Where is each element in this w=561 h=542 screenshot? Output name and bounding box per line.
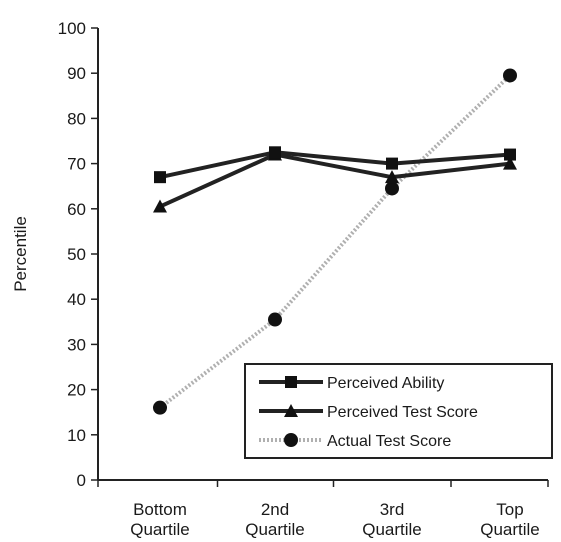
legend-entry-perceived-ability: Perceived Ability (259, 375, 444, 392)
data-point-perceived-test-score (385, 170, 399, 184)
y-tick-label: 50 (67, 245, 86, 264)
y-tick-label: 90 (67, 64, 86, 83)
y-tick-label: 70 (67, 155, 86, 174)
data-point-actual-test-score (153, 400, 167, 415)
legend-label: Perceived Ability (327, 375, 444, 392)
y-axis-title: Percentile (11, 216, 30, 292)
legend-entry-perceived-test-score: Perceived Test Score (259, 404, 478, 421)
x-tick-label: Bottom Quartile (130, 500, 190, 539)
x-tick-label: 2nd Quartile (245, 500, 305, 539)
data-point-perceived-ability (386, 157, 398, 170)
series-perceived-ability (154, 146, 516, 184)
data-point-actual-test-score (503, 68, 517, 83)
y-tick-label: 30 (67, 335, 86, 354)
data-point-perceived-ability (504, 148, 516, 161)
data-point-actual-test-score (385, 181, 399, 196)
y-axis-ticks: 0 10 20 30 40 50 60 70 80 90 100 (58, 19, 98, 490)
series-line-actual-test-score (158, 74, 512, 410)
data-point-perceived-test-score (503, 156, 517, 170)
y-tick-label: 0 (77, 471, 86, 490)
x-tick-label: Top Quartile (480, 500, 540, 539)
data-point-perceived-ability (154, 171, 166, 184)
legend-label: Perceived Test Score (327, 404, 478, 421)
data-point-perceived-test-score (153, 199, 167, 213)
legend-swatch-marker (284, 433, 298, 447)
y-tick-label: 100 (58, 19, 86, 38)
y-tick-label: 10 (67, 426, 86, 445)
y-tick-label: 20 (67, 381, 86, 400)
legend-label: Actual Test Score (327, 433, 451, 450)
legend-entry-actual-test-score: Actual Test Score (259, 433, 451, 450)
series-line-perceived-ability (159, 150, 511, 180)
x-axis-ticks: Bottom Quartile 2nd Quartile 3rd Quartile Top Q… (97, 480, 549, 539)
y-tick-label: 60 (67, 200, 86, 219)
series-actual-test-score (153, 68, 517, 415)
data-point-perceived-ability (269, 146, 281, 159)
data-point-actual-test-score (268, 312, 282, 327)
series-layer (153, 68, 517, 415)
legend: Perceived Ability Perceived Test Score Act… (244, 363, 553, 459)
series-line-perceived-test-score (159, 152, 511, 209)
legend-swatch-marker (284, 404, 298, 417)
legend-swatch-marker (285, 376, 297, 388)
x-tick-label: 3rd Quartile (362, 500, 422, 539)
y-tick-label: 40 (67, 290, 86, 309)
y-tick-label: 80 (67, 109, 86, 128)
